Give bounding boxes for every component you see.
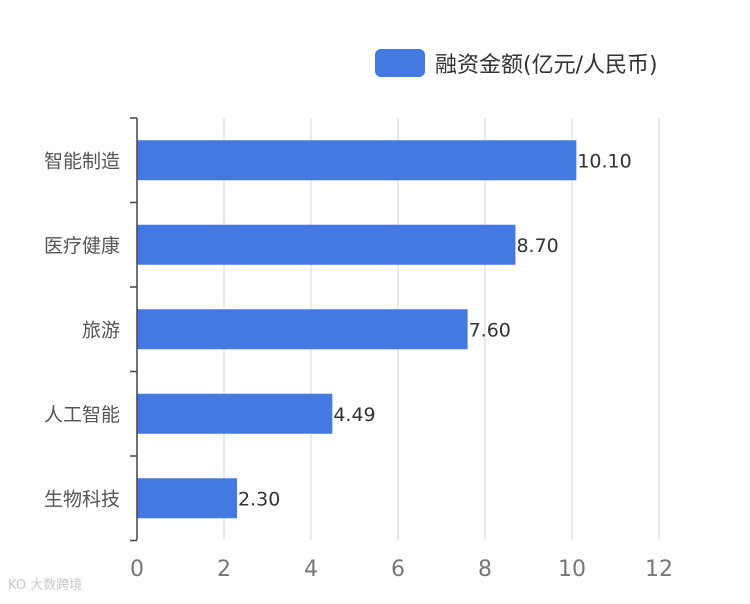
bar [137,309,468,350]
watermark-logo-icon: KO [8,578,27,593]
x-tick-label: 0 [130,557,144,582]
value-label: 4.49 [333,404,375,426]
x-tick-label: 6 [391,557,405,582]
category-label: 生物科技 [44,488,120,510]
bar [137,393,333,434]
x-tick-label: 2 [217,557,231,582]
legend: 融资金额(亿元/人民币) [375,48,658,78]
watermark-text: 大数跨境 [30,578,83,593]
category-label: 医疗健康 [44,235,120,257]
value-label: 7.60 [469,319,511,341]
category-label: 旅游 [82,319,120,341]
category-label: 智能制造 [44,150,120,172]
bar [137,224,516,265]
labels: 0 2 4 6 8 10 12 智能制造 10.10 医疗健康 8.70 旅游 7.60 人工智能 4.49… [44,150,673,582]
x-tick-label: 8 [478,557,492,582]
bar [137,140,577,181]
x-tick-label: 4 [304,557,318,582]
bars [137,140,577,519]
legend-swatch [375,49,425,77]
legend-label: 融资金额(亿元/人民币) [435,53,658,78]
category-label: 人工智能 [44,404,120,426]
watermark: KO 大数跨境 [8,574,82,593]
value-label: 10.10 [577,150,631,172]
bar [137,478,238,519]
value-label: 8.70 [516,235,558,257]
value-label: 2.30 [238,488,280,510]
axes [130,117,138,542]
x-tick-label: 10 [558,557,586,582]
x-tick-label: 12 [645,557,673,582]
